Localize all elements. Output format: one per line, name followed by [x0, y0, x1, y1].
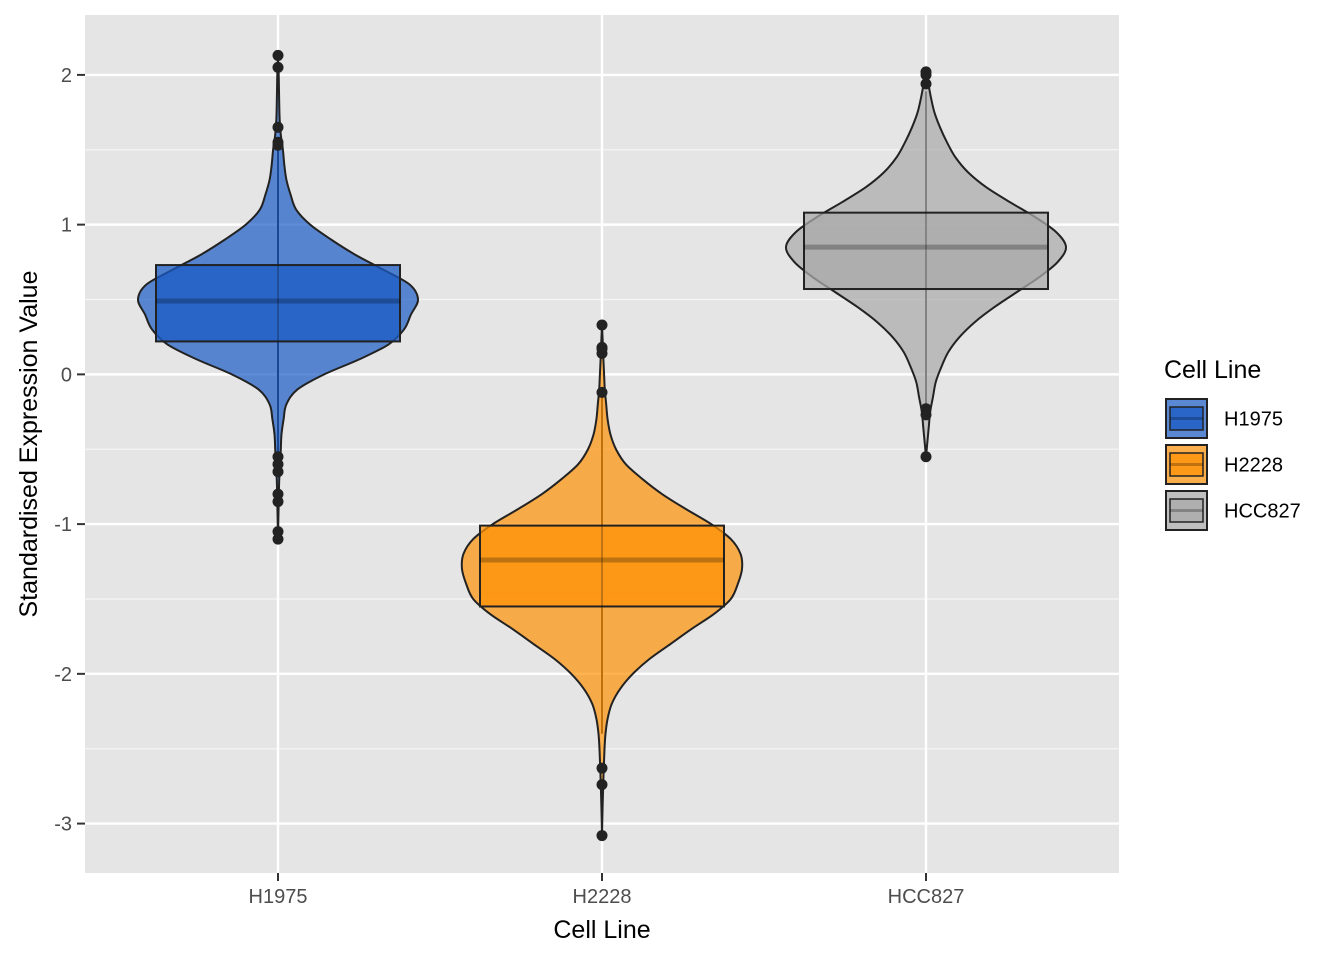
outlier-point	[272, 526, 284, 538]
outlier-point	[596, 779, 608, 791]
outlier-point	[272, 49, 284, 61]
box-h1975	[155, 264, 401, 343]
legend-item-h1975: H1975	[1165, 398, 1283, 439]
legend-title: Cell Line	[1164, 356, 1261, 384]
outlier-point	[272, 136, 284, 148]
y-tick-label: -2	[54, 664, 72, 686]
box-hcc827	[803, 211, 1049, 291]
outlier-point	[596, 830, 608, 842]
axes: -3 -2 -1 0 1 2 H1975 H2228 HCC827	[54, 65, 964, 908]
outlier-point	[272, 61, 284, 73]
outlier-point	[596, 341, 608, 353]
legend: Cell Line H1975 H2228 HCC827	[1164, 356, 1301, 531]
legend-label: HCC827	[1224, 501, 1301, 523]
y-tick-label: 0	[61, 364, 72, 386]
y-axis-title: Standardised Expression Value	[15, 271, 43, 618]
outlier-point	[920, 403, 932, 415]
x-axis-title: Cell Line	[553, 916, 650, 944]
y-tick-label: -3	[54, 814, 72, 836]
outlier-point	[920, 66, 932, 78]
y-tick-label: 1	[61, 215, 72, 237]
y-tick-label: -1	[54, 514, 72, 536]
violin-group-hcc827	[785, 66, 1067, 463]
legend-key-box	[1169, 406, 1204, 431]
outlier-point	[920, 78, 932, 90]
outlier-point	[596, 386, 608, 398]
y-tick-label: 2	[61, 65, 72, 87]
violin-group-h2228	[460, 319, 744, 842]
legend-item-hcc827: HCC827	[1165, 490, 1301, 531]
legend-item-h2228: H2228	[1165, 444, 1283, 485]
outlier-point	[596, 319, 608, 331]
outlier-point	[596, 762, 608, 774]
legend-key-box	[1169, 498, 1204, 523]
legend-key-box	[1169, 452, 1204, 477]
legend-label: H1975	[1224, 409, 1283, 431]
box-h2228	[479, 524, 725, 608]
x-tick-label: HCC827	[888, 886, 965, 908]
outlier-point	[272, 121, 284, 133]
outlier-point	[272, 451, 284, 463]
violins	[137, 49, 1067, 842]
outlier-point	[272, 488, 284, 500]
legend-label: H2228	[1224, 455, 1283, 477]
outlier-point	[920, 451, 932, 463]
x-tick-label: H2228	[573, 886, 632, 908]
x-tick-label: H1975	[249, 886, 308, 908]
violin-group-h1975	[137, 49, 419, 545]
